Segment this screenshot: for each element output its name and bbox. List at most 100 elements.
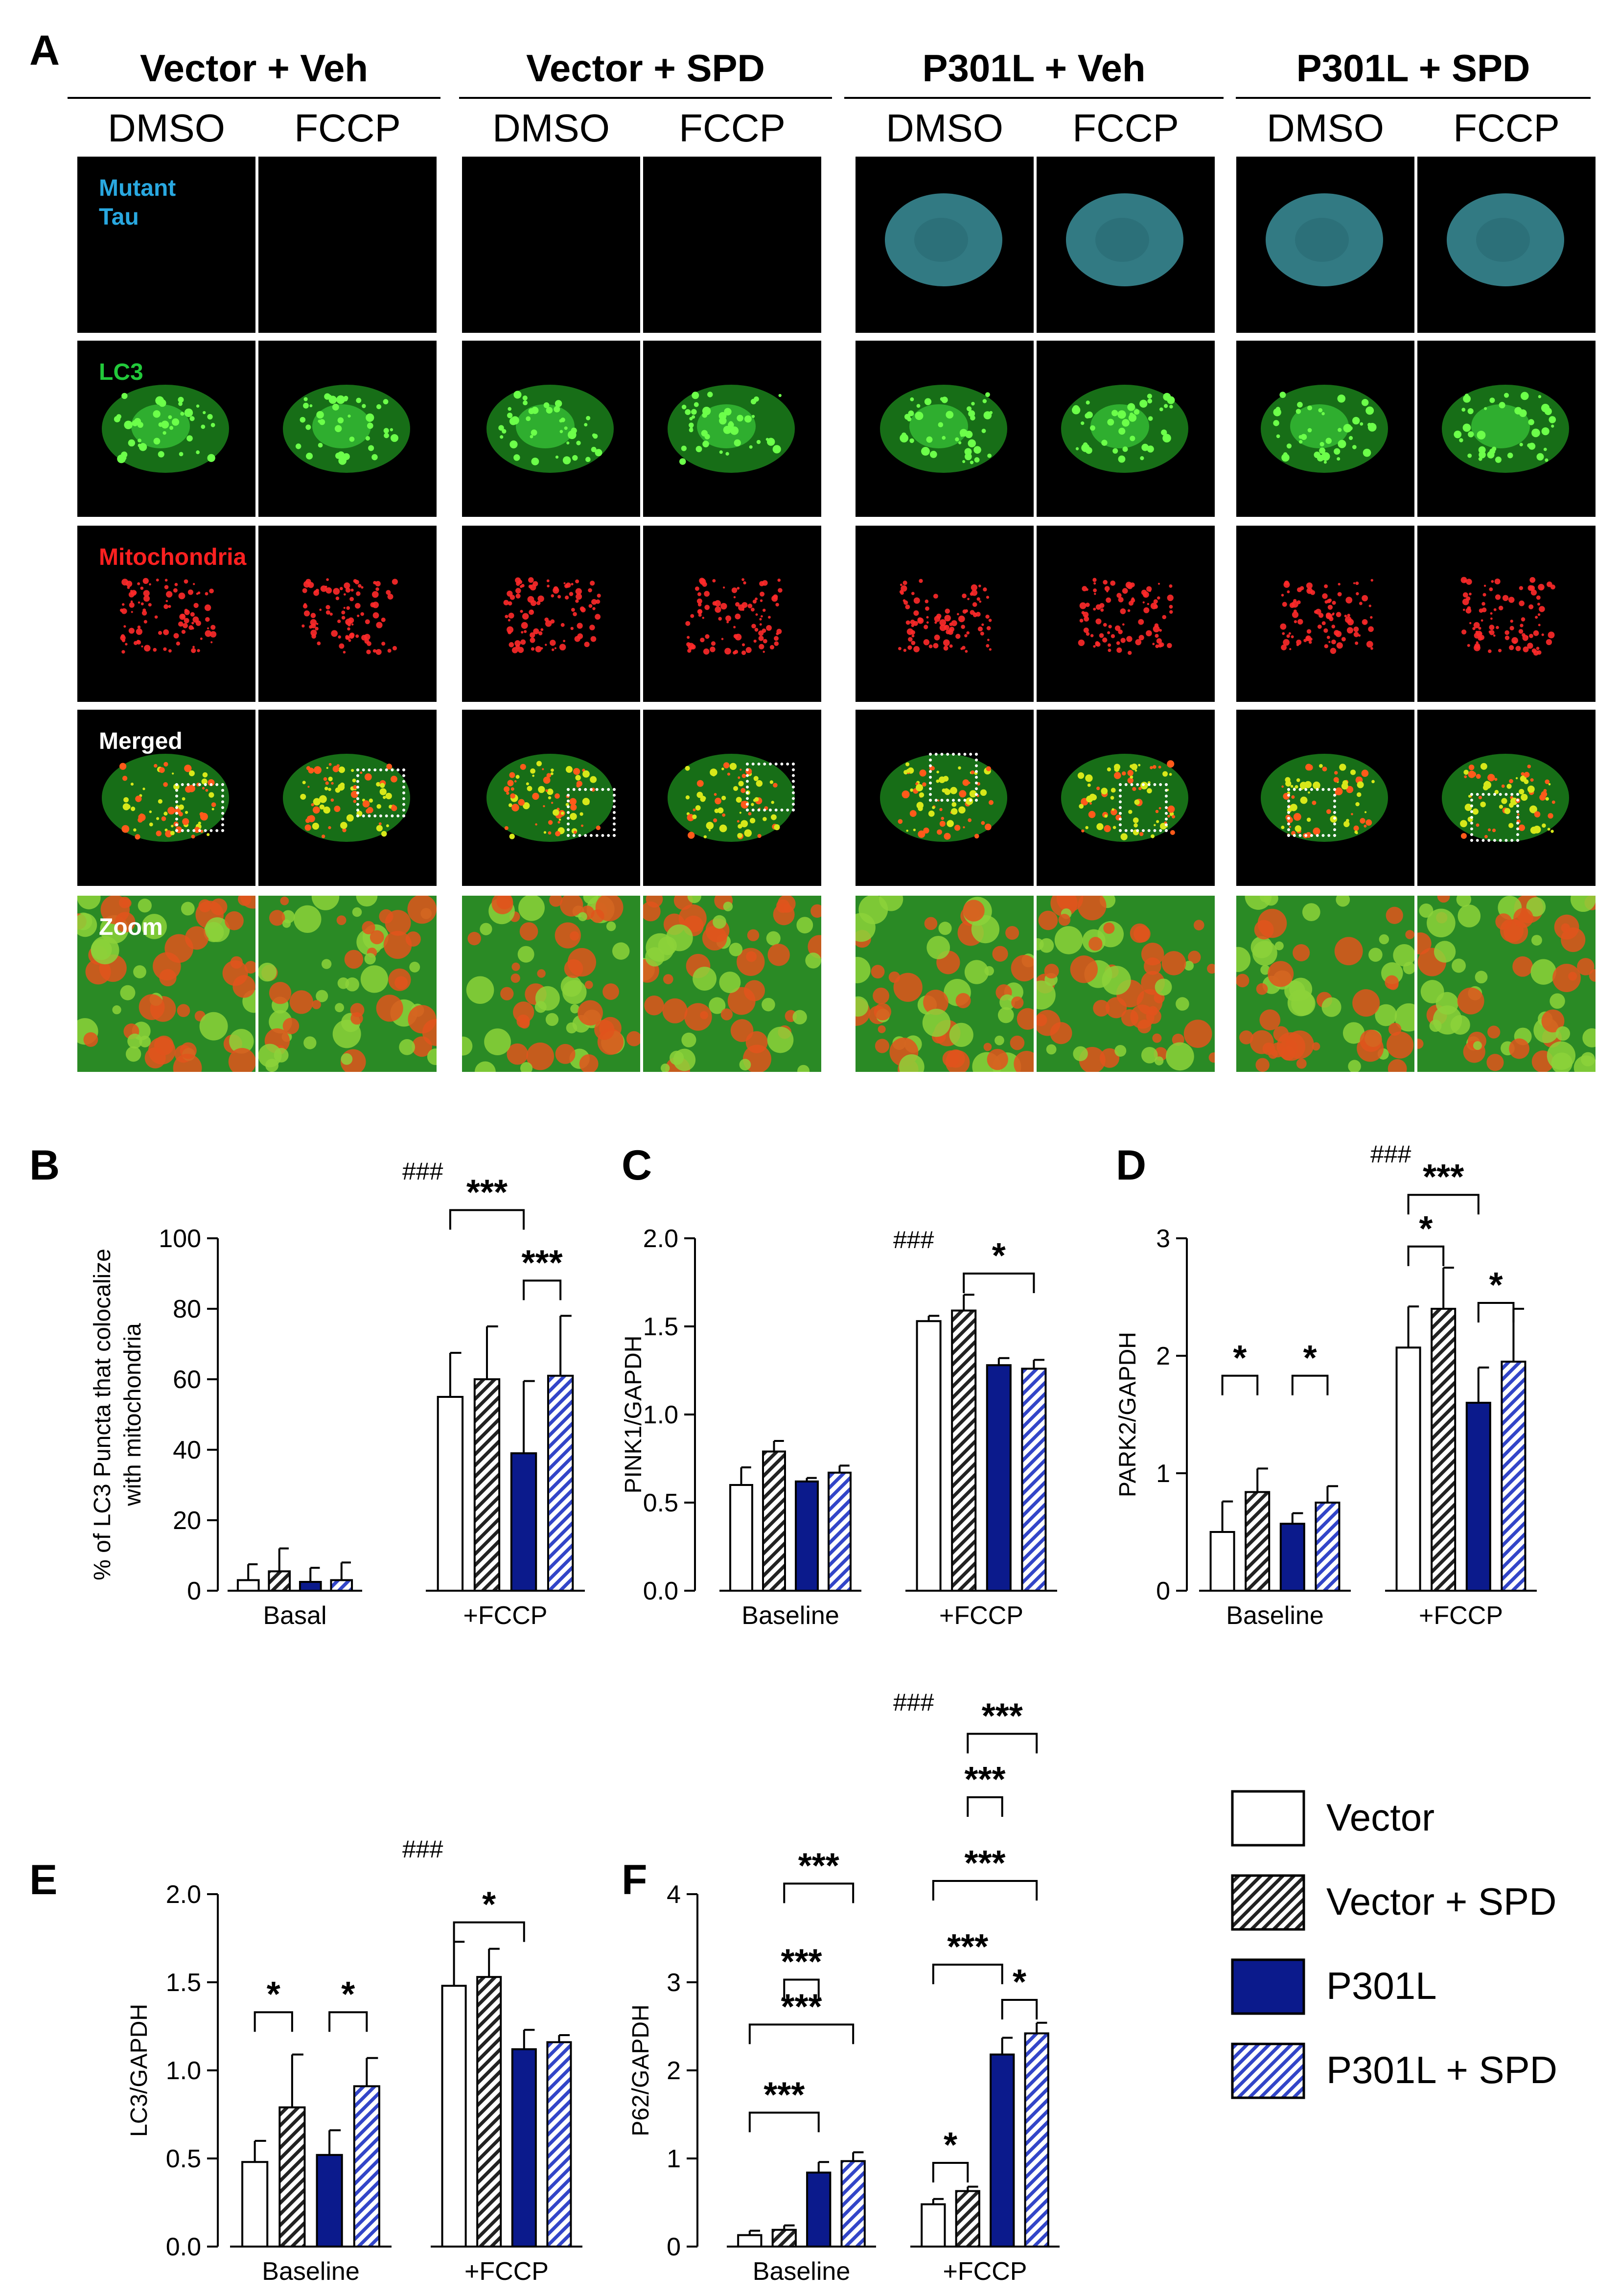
column-label: FCCP	[1072, 106, 1179, 150]
bar	[299, 1581, 322, 1592]
micrograph-tile: Mutant Tau	[77, 157, 255, 333]
bar	[951, 1309, 977, 1592]
micrograph-image	[283, 385, 410, 473]
bar	[840, 2160, 866, 2248]
channel-label: Merged	[99, 728, 183, 754]
significance-hash: ###	[1370, 1140, 1411, 1168]
bar	[916, 1320, 942, 1592]
significance-bracket	[254, 2011, 293, 2032]
channel-label: Mutant Tau	[99, 175, 176, 230]
group-underline	[1236, 97, 1591, 99]
x-tick-label: Baseline	[262, 2257, 359, 2286]
micrograph-image	[1061, 385, 1188, 473]
micrograph-tile	[462, 157, 640, 333]
bar	[546, 2041, 572, 2248]
bar	[1465, 1402, 1491, 1592]
micrograph-tile	[1417, 896, 1596, 1072]
panel-letter: E	[29, 1856, 57, 1903]
y-tick-label: 2.0	[643, 1225, 678, 1253]
micrograph-image	[462, 896, 640, 1072]
y-tick-label: 0.5	[166, 2145, 201, 2173]
significance-bracket	[748, 2111, 820, 2133]
x-tick-label: Baseline	[1226, 1601, 1323, 1630]
significance-label: ***	[466, 1173, 508, 1212]
bar	[1279, 1523, 1305, 1592]
group-underline	[844, 97, 1224, 99]
y-tick-label: 0.0	[643, 1577, 678, 1605]
micrograph-image	[462, 157, 640, 333]
legend-swatch	[1231, 1958, 1305, 2015]
micrograph-image	[1442, 385, 1569, 473]
bar	[441, 1985, 467, 2248]
micrograph-tile	[1417, 157, 1596, 333]
bar	[1245, 1491, 1271, 1592]
y-axis-label: with mitochondria	[120, 1323, 146, 1507]
micrograph-tile	[1037, 710, 1215, 886]
y-tick-label: 0.5	[643, 1489, 678, 1517]
bar	[353, 2085, 380, 2248]
micrograph-tile	[643, 341, 821, 517]
micrograph-image	[685, 578, 783, 655]
significance-bracket	[932, 1964, 1003, 1984]
column-label: DMSO	[886, 106, 1003, 150]
significance-hash: ###	[402, 1158, 443, 1185]
significance-bracket	[523, 1279, 562, 1300]
micrograph-tile	[258, 341, 437, 517]
y-axis-label: LC3/GAPDH	[126, 2004, 152, 2137]
significance-label: *	[267, 1975, 280, 2014]
micrograph-image	[1280, 579, 1374, 654]
significance-bracket	[967, 1733, 1038, 1754]
micrograph-image	[102, 385, 229, 473]
panel-letter: C	[622, 1142, 652, 1189]
bar	[437, 1396, 464, 1592]
micrograph-tile	[1236, 157, 1414, 333]
micrograph-tile	[258, 710, 437, 886]
micrograph-image	[880, 385, 1007, 473]
micrograph-tile	[1417, 526, 1596, 702]
micrograph-tile	[643, 710, 821, 886]
column-label: DMSO	[1267, 106, 1384, 150]
significance-bracket	[967, 1796, 1003, 1817]
y-tick-label: 0	[187, 1577, 201, 1605]
micrograph-image	[1261, 385, 1388, 473]
x-tick-label: Baseline	[741, 1601, 839, 1630]
y-tick-label: 20	[173, 1507, 201, 1535]
significance-label: *	[341, 1975, 355, 2014]
micrograph-image	[486, 754, 614, 842]
micrograph-tile	[462, 526, 640, 702]
y-axis-label: PARK2/GAPDH	[1115, 1332, 1141, 1497]
column-label: FCCP	[294, 106, 401, 150]
micrograph-tile	[856, 526, 1034, 702]
micrograph-tile	[1037, 341, 1215, 517]
micrograph-image	[898, 579, 992, 653]
significance-label: *	[992, 1236, 1006, 1276]
bar	[236, 1579, 260, 1592]
bar	[1431, 1308, 1457, 1592]
zoom-region-box	[746, 763, 795, 812]
legend-label: P301L	[1326, 1964, 1437, 2007]
micrograph-tile	[258, 896, 437, 1072]
significance-label: ***	[781, 1987, 822, 2026]
chart-c: C ### 0.0 0.5 1.0 1.5 2.0 PINK1/GAPDH Baseline +F…	[621, 1142, 1057, 1630]
micrograph-tile	[1037, 526, 1215, 702]
bar	[268, 1570, 291, 1592]
micrograph-image	[668, 754, 795, 842]
micrograph-image	[1078, 578, 1174, 655]
x-tick-label: Baseline	[753, 2257, 850, 2286]
significance-bracket	[1407, 1245, 1445, 1266]
y-tick-label: 1.0	[166, 2057, 201, 2085]
x-tick-label: +FCCP	[464, 2257, 549, 2286]
significance-label: ***	[781, 1943, 822, 1982]
micrograph-tile	[1236, 710, 1414, 886]
micrograph-image	[258, 157, 437, 333]
micrograph-image	[1460, 577, 1555, 656]
micrograph-image	[1236, 896, 1414, 1072]
micrograph-image	[1266, 193, 1383, 286]
significance-bracket	[783, 1882, 855, 1903]
significance-label: *	[1233, 1339, 1247, 1378]
significance-bracket	[1407, 1194, 1480, 1215]
significance-bracket	[1001, 1999, 1038, 2019]
y-tick-label: 0	[667, 2233, 681, 2261]
micrograph-image	[77, 896, 255, 1072]
